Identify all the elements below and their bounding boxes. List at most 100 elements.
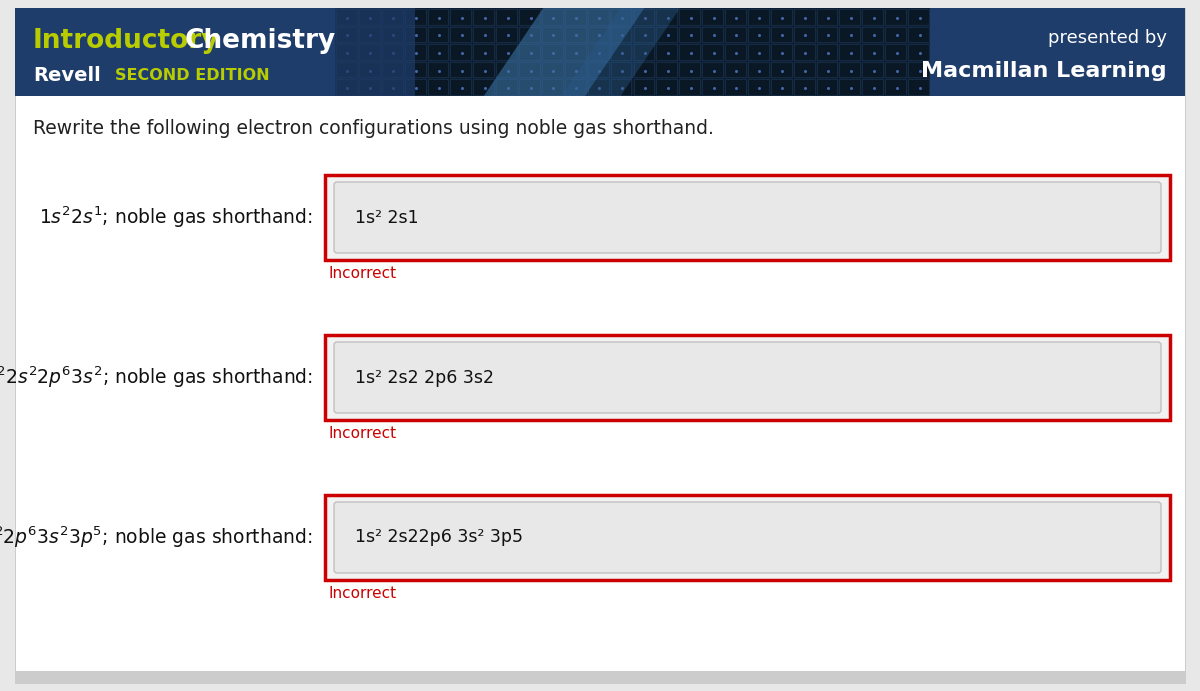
FancyBboxPatch shape bbox=[565, 44, 586, 60]
FancyBboxPatch shape bbox=[611, 61, 631, 77]
FancyBboxPatch shape bbox=[656, 44, 677, 60]
FancyBboxPatch shape bbox=[725, 61, 746, 77]
FancyBboxPatch shape bbox=[450, 9, 472, 25]
FancyBboxPatch shape bbox=[473, 61, 494, 77]
FancyBboxPatch shape bbox=[14, 671, 1186, 683]
FancyBboxPatch shape bbox=[565, 26, 586, 42]
FancyBboxPatch shape bbox=[520, 61, 540, 77]
FancyBboxPatch shape bbox=[611, 44, 631, 60]
FancyBboxPatch shape bbox=[588, 26, 608, 42]
Text: $1s^{2}2s^{2}2p^{6}3s^{2}$; noble gas shorthand:: $1s^{2}2s^{2}2p^{6}3s^{2}$; noble gas sh… bbox=[0, 365, 313, 390]
FancyBboxPatch shape bbox=[542, 26, 563, 42]
FancyBboxPatch shape bbox=[520, 79, 540, 95]
FancyBboxPatch shape bbox=[634, 44, 654, 60]
Text: Introductory: Introductory bbox=[34, 28, 220, 54]
FancyBboxPatch shape bbox=[334, 502, 1162, 573]
FancyBboxPatch shape bbox=[840, 9, 860, 25]
FancyBboxPatch shape bbox=[404, 79, 426, 95]
FancyBboxPatch shape bbox=[496, 79, 517, 95]
FancyBboxPatch shape bbox=[725, 9, 746, 25]
FancyBboxPatch shape bbox=[840, 79, 860, 95]
FancyBboxPatch shape bbox=[816, 9, 838, 25]
FancyBboxPatch shape bbox=[473, 44, 494, 60]
FancyBboxPatch shape bbox=[702, 79, 724, 95]
FancyBboxPatch shape bbox=[542, 61, 563, 77]
FancyBboxPatch shape bbox=[359, 9, 379, 25]
FancyBboxPatch shape bbox=[450, 79, 472, 95]
FancyBboxPatch shape bbox=[336, 26, 356, 42]
FancyBboxPatch shape bbox=[886, 79, 906, 95]
Text: Rewrite the following electron configurations using noble gas shorthand.: Rewrite the following electron configura… bbox=[34, 118, 714, 138]
FancyBboxPatch shape bbox=[793, 79, 815, 95]
FancyBboxPatch shape bbox=[863, 26, 883, 42]
FancyBboxPatch shape bbox=[359, 79, 379, 95]
Text: Incorrect: Incorrect bbox=[328, 266, 396, 281]
FancyBboxPatch shape bbox=[427, 79, 449, 95]
FancyBboxPatch shape bbox=[336, 79, 356, 95]
FancyBboxPatch shape bbox=[450, 26, 472, 42]
FancyBboxPatch shape bbox=[473, 9, 494, 25]
FancyBboxPatch shape bbox=[496, 61, 517, 77]
Polygon shape bbox=[562, 8, 680, 96]
FancyBboxPatch shape bbox=[656, 26, 677, 42]
FancyBboxPatch shape bbox=[325, 175, 1170, 260]
FancyBboxPatch shape bbox=[886, 61, 906, 77]
FancyBboxPatch shape bbox=[702, 26, 724, 42]
Text: Macmillan Learning: Macmillan Learning bbox=[922, 61, 1166, 82]
FancyBboxPatch shape bbox=[611, 26, 631, 42]
FancyBboxPatch shape bbox=[14, 8, 1186, 683]
Text: Incorrect: Incorrect bbox=[328, 426, 396, 441]
FancyBboxPatch shape bbox=[816, 44, 838, 60]
FancyBboxPatch shape bbox=[520, 44, 540, 60]
FancyBboxPatch shape bbox=[404, 26, 426, 42]
FancyBboxPatch shape bbox=[334, 342, 1162, 413]
FancyBboxPatch shape bbox=[886, 9, 906, 25]
FancyBboxPatch shape bbox=[908, 44, 929, 60]
FancyBboxPatch shape bbox=[336, 9, 356, 25]
FancyBboxPatch shape bbox=[382, 79, 403, 95]
FancyBboxPatch shape bbox=[359, 44, 379, 60]
FancyBboxPatch shape bbox=[748, 26, 769, 42]
FancyBboxPatch shape bbox=[427, 26, 449, 42]
FancyBboxPatch shape bbox=[450, 61, 472, 77]
Polygon shape bbox=[484, 8, 644, 96]
FancyBboxPatch shape bbox=[770, 44, 792, 60]
FancyBboxPatch shape bbox=[473, 26, 494, 42]
FancyBboxPatch shape bbox=[725, 79, 746, 95]
FancyBboxPatch shape bbox=[634, 79, 654, 95]
FancyBboxPatch shape bbox=[908, 26, 929, 42]
FancyBboxPatch shape bbox=[634, 26, 654, 42]
Text: 1s² 2s22p6 3s² 3p5: 1s² 2s22p6 3s² 3p5 bbox=[355, 529, 523, 547]
FancyBboxPatch shape bbox=[679, 79, 700, 95]
FancyBboxPatch shape bbox=[382, 61, 403, 77]
Text: SECOND EDITION: SECOND EDITION bbox=[115, 68, 270, 83]
FancyBboxPatch shape bbox=[930, 8, 1186, 96]
FancyBboxPatch shape bbox=[565, 9, 586, 25]
FancyBboxPatch shape bbox=[588, 79, 608, 95]
FancyBboxPatch shape bbox=[748, 44, 769, 60]
FancyBboxPatch shape bbox=[611, 9, 631, 25]
FancyBboxPatch shape bbox=[679, 26, 700, 42]
FancyBboxPatch shape bbox=[404, 9, 426, 25]
FancyBboxPatch shape bbox=[816, 79, 838, 95]
FancyBboxPatch shape bbox=[542, 44, 563, 60]
Text: presented by: presented by bbox=[1048, 29, 1166, 47]
FancyBboxPatch shape bbox=[334, 182, 1162, 253]
FancyBboxPatch shape bbox=[520, 9, 540, 25]
FancyBboxPatch shape bbox=[702, 44, 724, 60]
FancyBboxPatch shape bbox=[542, 9, 563, 25]
FancyBboxPatch shape bbox=[840, 26, 860, 42]
FancyBboxPatch shape bbox=[335, 8, 930, 96]
FancyBboxPatch shape bbox=[634, 9, 654, 25]
Text: Incorrect: Incorrect bbox=[328, 586, 396, 601]
FancyBboxPatch shape bbox=[886, 44, 906, 60]
FancyBboxPatch shape bbox=[725, 26, 746, 42]
FancyBboxPatch shape bbox=[359, 26, 379, 42]
Text: $1s^{2}2s^{1}$; noble gas shorthand:: $1s^{2}2s^{1}$; noble gas shorthand: bbox=[40, 205, 313, 230]
FancyBboxPatch shape bbox=[863, 9, 883, 25]
FancyBboxPatch shape bbox=[382, 9, 403, 25]
FancyBboxPatch shape bbox=[588, 44, 608, 60]
FancyBboxPatch shape bbox=[793, 44, 815, 60]
FancyBboxPatch shape bbox=[770, 61, 792, 77]
FancyBboxPatch shape bbox=[770, 79, 792, 95]
